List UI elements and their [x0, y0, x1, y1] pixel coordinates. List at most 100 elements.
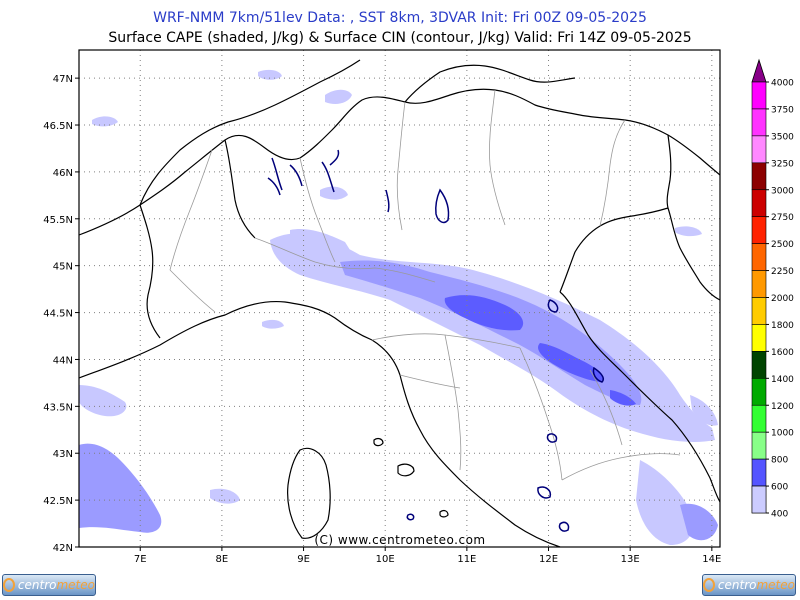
- chart-title: WRF-NMM 7km/51lev Data: , SST 8km, 3DVAR…: [153, 10, 647, 26]
- legend-top-arrow: [751, 58, 767, 83]
- map-frame: [78, 49, 721, 548]
- coastline-capraia: [373, 437, 384, 447]
- cape-west-2: [79, 385, 127, 417]
- legend-label: 1800: [771, 321, 794, 331]
- logo-ring-icon: [3, 578, 15, 592]
- cape-se-3: [690, 395, 718, 426]
- logo-right-accent: meteo: [756, 578, 795, 592]
- legend-swatch: [751, 431, 767, 460]
- tick-label-lon: 12E: [539, 554, 558, 565]
- cape-n-2: [258, 69, 282, 80]
- coastline-corsica: [287, 447, 331, 539]
- tick-label-lat: 44.5N: [43, 309, 73, 320]
- logo-right-text: centro: [717, 578, 757, 592]
- cin-contour-3: [546, 433, 558, 443]
- cin-contour-4: [537, 486, 552, 499]
- legend-label: 1600: [771, 348, 794, 358]
- legend-swatch: [751, 404, 767, 433]
- legend-swatch: [751, 378, 767, 406]
- coastline-giglio: [439, 509, 449, 518]
- legend-label: 600: [771, 483, 788, 493]
- chart-subtitle: Surface CAPE (shaded, J/kg) & Surface CI…: [108, 30, 692, 46]
- legend-label: 4000: [771, 79, 794, 89]
- lake-garda: [435, 188, 450, 224]
- legend-label: 1400: [771, 375, 794, 385]
- region-border-2: [299, 157, 336, 263]
- border-slovenia: [666, 134, 672, 209]
- legend-swatch: [751, 270, 767, 298]
- tick-label-lat: 42N: [53, 543, 73, 554]
- lake-maggiore: [267, 157, 283, 196]
- legend-swatch: [751, 135, 767, 164]
- region-border-8: [561, 453, 681, 481]
- coastline-liguria-tyrrhenian: [78, 300, 561, 548]
- legend-swatch: [751, 216, 767, 244]
- border-austria: [404, 64, 576, 103]
- legend-label: 2500: [771, 240, 794, 250]
- legend-label: 1200: [771, 402, 794, 412]
- region-border-13: [589, 369, 623, 446]
- cin-contour-2: [592, 366, 605, 383]
- coastline-adriatic: [559, 291, 721, 503]
- lakes-and-cin-contours: [267, 149, 605, 532]
- legend-swatch: [751, 458, 767, 487]
- coastline-istria: [667, 207, 721, 301]
- tick-label-lat: 45N: [53, 262, 73, 273]
- legend-label: 2750: [771, 213, 794, 223]
- region-border-9: [169, 149, 213, 271]
- legend-label: 3750: [771, 105, 794, 115]
- legend-swatch: [751, 243, 767, 271]
- cape-n-6: [262, 319, 284, 329]
- tick-label-lat: 46.5N: [43, 121, 73, 132]
- tick-label-lon: 10E: [376, 554, 395, 565]
- tick-label-lat: 44N: [53, 355, 73, 366]
- legend-label: 2250: [771, 267, 794, 277]
- tick-label-lat: 43N: [53, 449, 73, 460]
- cape-core-1: [444, 295, 524, 331]
- border-france-italy: [139, 204, 161, 339]
- tick-label-lat: 46N: [53, 168, 73, 179]
- region-border-12: [399, 374, 461, 389]
- legend-label: 2000: [771, 294, 794, 304]
- legend-label: 3000: [771, 186, 794, 196]
- tick-label-lon: 11E: [457, 554, 476, 565]
- logo-left-text: centro: [17, 578, 57, 592]
- tick-label-lon: 14E: [702, 554, 721, 565]
- tick-label-lon: 7E: [134, 554, 147, 565]
- tick-label-lon: 13E: [621, 554, 640, 565]
- copyright-text: (C) www.centrometeo.com: [314, 533, 486, 547]
- legend-label: 1000: [771, 429, 794, 439]
- cin-contour-5: [558, 521, 570, 532]
- logo-left-accent: meteo: [56, 578, 95, 592]
- cape-se-2: [680, 503, 718, 541]
- legend-label: 800: [771, 456, 788, 466]
- border-france-2: [224, 139, 256, 239]
- legend-swatch: [751, 81, 767, 110]
- legend-swatch: [751, 324, 767, 352]
- region-border-3: [396, 101, 406, 231]
- logo-ring-icon: [703, 578, 715, 592]
- legend-swatch: [751, 297, 767, 325]
- cape-n-4: [320, 186, 348, 200]
- region-border-1: [254, 237, 436, 283]
- cape-color-legend: 4000 3750 3500 3250 3000 2750 2500 2250 2000 1800…: [751, 58, 794, 520]
- centrometeo-logo-left[interactable]: centrometeo: [2, 574, 96, 596]
- coastline-elba: [397, 463, 415, 477]
- tick-label-lat: 43.5N: [43, 402, 73, 413]
- map-axes: 7E 8E 9E 10E 11E 12E 13E 14E 47N 46.5N 46N 45.5N 45N…: [43, 74, 721, 565]
- cape-core-2: [538, 343, 604, 382]
- legend-swatch: [751, 485, 767, 514]
- centrometeo-logo-right[interactable]: centrometeo: [702, 574, 796, 596]
- cin-contour-6: [406, 513, 415, 521]
- region-border-11: [599, 119, 626, 227]
- tick-label-lon: 9E: [297, 554, 310, 565]
- region-border-6: [444, 334, 462, 471]
- cape-n-1: [325, 89, 352, 104]
- tick-label-lat: 45.5N: [43, 215, 73, 226]
- cin-contour-1: [547, 299, 559, 313]
- tick-label-lon: 8E: [216, 554, 229, 565]
- border-switzerland: [139, 59, 361, 206]
- legend-swatch: [751, 108, 767, 137]
- lake-lugano: [289, 164, 303, 187]
